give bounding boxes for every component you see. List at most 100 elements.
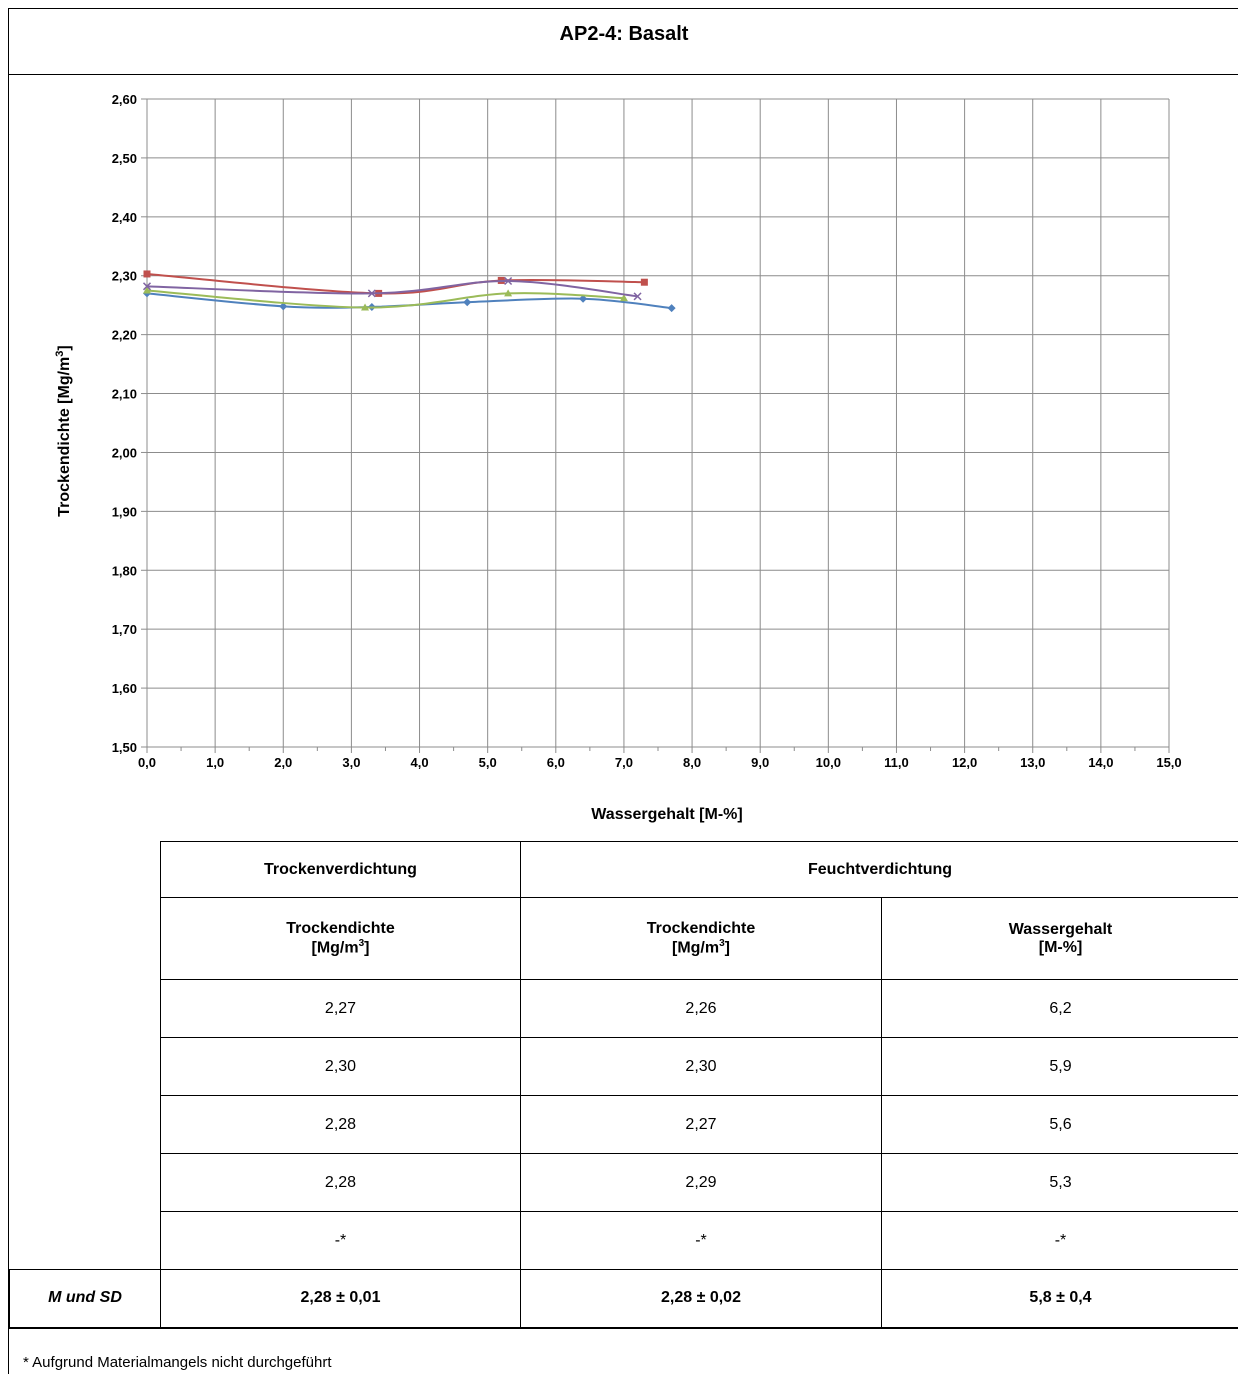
cell-trocken: 2,30 — [160, 1037, 521, 1096]
y-axis-title-sup: 3 — [54, 351, 66, 357]
group-header-row: Trockenverdichtung Feuchtverdichtung — [9, 841, 1238, 1270]
data-point — [667, 304, 676, 313]
series-line — [146, 289, 624, 309]
report-sheet: AP2-4: Basalt 0,0 1,0 2,0 3,0 4,0 5,0 6,0 7,0 8,… — [8, 8, 1238, 1374]
data-point — [279, 302, 288, 311]
x-tick-label: 14,0 — [1088, 755, 1113, 770]
x-tick-label: 12,0 — [952, 755, 977, 770]
data-point — [143, 270, 151, 278]
data-point — [619, 294, 628, 302]
cell-trocken: 2,27 — [160, 979, 521, 1038]
table-row: 2,30 2,30 5,9 — [10, 1037, 1238, 1096]
chart-grid — [146, 98, 1170, 748]
col-header-label: Trockendichte — [286, 919, 395, 937]
series-line — [146, 272, 645, 295]
cell-feucht-wasser: 5,6 — [880, 1095, 1238, 1154]
group-header-trocken: Trockenverdichtung — [160, 841, 521, 898]
y-tick-label: 2,50 — [112, 151, 137, 166]
x-tick-label: 8,0 — [683, 755, 701, 770]
data-point — [504, 289, 513, 297]
x-tick-label: 13,0 — [1020, 755, 1045, 770]
y-tick-label: 2,10 — [112, 387, 137, 402]
table-row: 2,27 2,26 6,2 — [10, 979, 1238, 1038]
y-axis-title: Trockendichte [Mg/m3] — [54, 345, 73, 516]
x-tick-label: 5,0 — [479, 755, 497, 770]
data-point — [633, 292, 642, 301]
blank-corner-cell — [9, 841, 161, 1270]
y-tick-label: 1,60 — [112, 681, 137, 696]
col-header-unit-b: ] — [364, 939, 370, 957]
data-point — [579, 294, 588, 303]
col-header-unit-b: ] — [724, 939, 730, 957]
chart-axes: 0,0 1,0 2,0 3,0 4,0 5,0 6,0 7,0 8,0 9,0 10,0 11,0 12… — [112, 92, 1182, 770]
data-point — [367, 289, 376, 298]
x-tick-label: 6,0 — [547, 755, 565, 770]
column-header-row: Trockendichte [Mg/m3] Trockendichte [Mg/… — [10, 897, 1238, 980]
col-header-label: Trockendichte — [646, 919, 756, 937]
y-tick-label: 2,00 — [112, 445, 137, 460]
x-axis-title: Wassergehalt [M-%] — [591, 806, 742, 823]
y-tick-label: 1,90 — [112, 504, 137, 519]
cell-feucht-wasser: 5,9 — [880, 1037, 1238, 1096]
series-3 — [143, 286, 628, 311]
table-row: 2,28 2,27 5,6 — [10, 1095, 1238, 1154]
cell-feucht-wasser: 6,2 — [880, 979, 1238, 1038]
x-tick-label: 10,0 — [816, 755, 841, 770]
proctor-chart: 0,0 1,0 2,0 3,0 4,0 5,0 6,0 7,0 8,0 9,0 10,0 11,0 12… — [54, 92, 1182, 823]
x-tick-label: 9,0 — [751, 755, 769, 770]
x-tick-label: 3,0 — [342, 755, 360, 770]
summary-trocken: 2,28 ± 0,01 — [160, 1269, 521, 1329]
data-point — [361, 303, 370, 311]
cell-feucht-dichte: 2,29 — [520, 1153, 882, 1212]
x-tick-label: 4,0 — [410, 755, 428, 770]
col-header-trockendichte-feucht: Trockendichte [Mg/m3] — [520, 897, 882, 980]
chart-title: AP2-4: Basalt — [559, 23, 689, 45]
col-header-trockendichte-trocken: Trockendichte [Mg/m3] — [160, 897, 521, 980]
y-tick-label: 2,20 — [112, 328, 137, 343]
col-header-wassergehalt: Wassergehalt [M-%] — [880, 897, 1238, 980]
y-axis-title-main: Trockendichte [Mg/m — [56, 357, 73, 517]
x-tick-label: 0,0 — [138, 755, 156, 770]
data-point — [463, 298, 472, 307]
y-tick-label: 2,40 — [112, 210, 137, 225]
col-header-unit-a: [Mg/m — [672, 939, 720, 957]
footnote: * Aufgrund Materialmangels nicht durchge… — [23, 1354, 332, 1371]
data-point — [640, 278, 648, 286]
cell-feucht-wasser: -* — [880, 1211, 1238, 1270]
group-header-feucht: Feuchtverdichtung — [519, 841, 1238, 898]
x-tick-label: 15,0 — [1156, 755, 1181, 770]
col-header-label: Wassergehalt — [1008, 920, 1113, 938]
data-point — [504, 276, 513, 286]
y-tick-label: 1,70 — [112, 622, 137, 637]
y-tick-label: 1,50 — [112, 740, 137, 755]
cell-feucht-dichte: 2,26 — [520, 979, 882, 1038]
x-tick-label: 2,0 — [274, 755, 292, 770]
title-row: AP2-4: Basalt — [9, 9, 1238, 75]
col-header-unit-sup: 3 — [719, 937, 725, 949]
col-header-unit-sup: 3 — [358, 937, 365, 949]
data-point — [143, 286, 151, 294]
cell-feucht-dichte: -* — [520, 1211, 882, 1270]
table-row: -* -* -* — [10, 1211, 1238, 1270]
summary-label: M und SD — [9, 1269, 161, 1329]
y-tick-label: 2,60 — [112, 92, 137, 107]
col-header-unit: [M-%] — [1038, 938, 1083, 956]
summary-row: M und SD 2,28 ± 0,01 2,28 ± 0,02 5,8 ± 0… — [9, 1269, 1238, 1329]
table-row: 2,28 2,29 5,3 — [10, 1153, 1238, 1212]
cell-feucht-dichte: 2,30 — [520, 1037, 882, 1096]
data-point — [142, 282, 152, 291]
x-tick-label: 7,0 — [615, 755, 633, 770]
cell-trocken: 2,28 — [160, 1095, 521, 1154]
cell-feucht-dichte: 2,27 — [520, 1095, 882, 1154]
x-tick-label: 1,0 — [206, 755, 224, 770]
y-tick-label: 2,30 — [112, 269, 137, 284]
y-tick-label: 1,80 — [112, 563, 137, 578]
summary-feucht-wasser: 5,8 ± 0,4 — [880, 1269, 1238, 1329]
col-header-unit-a: [Mg/m — [311, 939, 359, 957]
cell-trocken: -* — [160, 1211, 521, 1270]
summary-feucht-dichte: 2,28 ± 0,02 — [520, 1269, 882, 1329]
cell-trocken: 2,28 — [160, 1153, 521, 1212]
series-line — [146, 280, 638, 298]
chart-series — [142, 270, 676, 313]
y-axis-title-end: ] — [56, 345, 73, 350]
